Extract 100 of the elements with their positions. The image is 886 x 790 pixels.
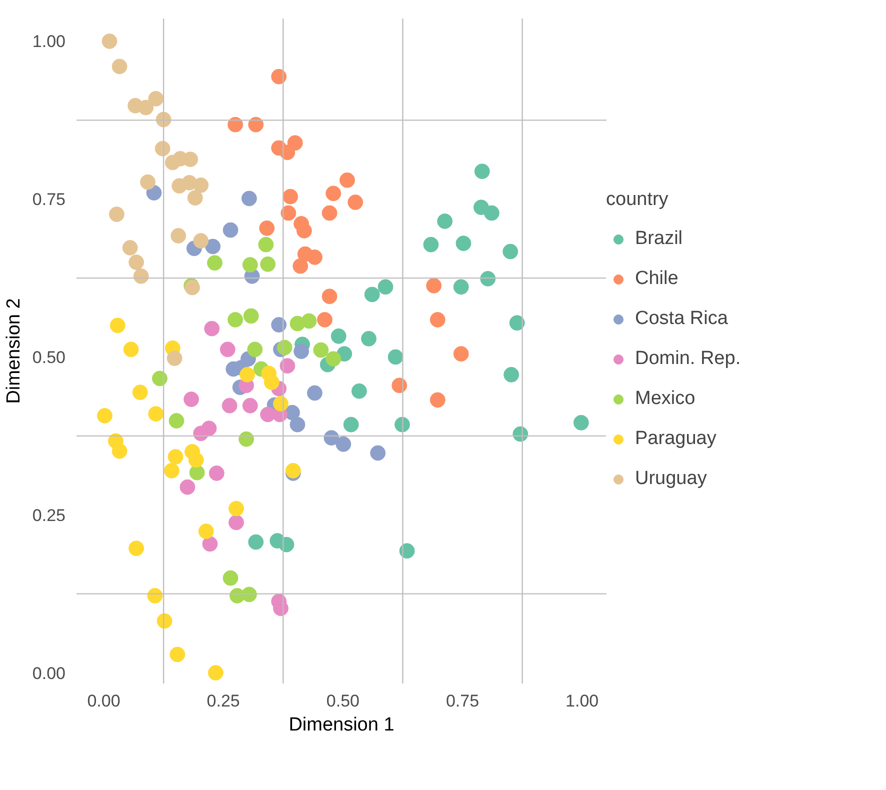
point (392, 378, 408, 394)
point (278, 536, 294, 552)
point (271, 68, 287, 84)
point (453, 279, 469, 295)
y-axis-title: Dimension 2 (3, 298, 24, 404)
point (292, 258, 308, 274)
point (241, 190, 257, 206)
point (242, 398, 258, 414)
point (138, 100, 154, 116)
point (193, 233, 209, 249)
point (208, 665, 224, 680)
point (242, 257, 258, 273)
point (202, 536, 218, 552)
point (248, 534, 264, 550)
point (198, 524, 214, 540)
y-tick-label: 0.00 (32, 664, 66, 683)
point (188, 452, 204, 468)
point (189, 464, 205, 480)
point (326, 351, 342, 367)
point (243, 308, 259, 324)
point (140, 174, 156, 190)
point (306, 385, 322, 401)
point (426, 278, 442, 294)
point (166, 350, 182, 366)
point (102, 34, 118, 49)
point (370, 445, 386, 461)
point (348, 194, 364, 210)
x-tick-label: 0.75 (446, 692, 480, 710)
point (222, 398, 238, 414)
point (394, 416, 410, 432)
point (222, 222, 238, 238)
x-tick-label: 0.00 (87, 692, 120, 710)
point (184, 392, 200, 408)
point (228, 116, 244, 132)
point (453, 346, 469, 362)
point (388, 349, 404, 365)
point (271, 317, 287, 333)
point (326, 186, 342, 202)
point (133, 268, 149, 284)
point (280, 358, 296, 374)
point (502, 244, 518, 260)
legend-label: Domin. Rep. (635, 347, 741, 371)
point (351, 383, 367, 399)
point (301, 313, 317, 329)
legend-title: country (606, 189, 670, 211)
y-tick-label: 0.75 (32, 190, 66, 210)
point (258, 236, 274, 252)
y-tick-label: 0.25 (32, 506, 66, 525)
point (339, 172, 355, 188)
point (241, 586, 257, 602)
point (247, 342, 263, 358)
point (228, 312, 244, 328)
point (228, 514, 244, 530)
point (128, 540, 144, 556)
point (259, 220, 275, 236)
point (240, 366, 256, 382)
point (423, 236, 439, 252)
point (148, 90, 164, 106)
point (154, 140, 170, 156)
point (480, 270, 496, 286)
point (164, 462, 180, 478)
point (152, 370, 168, 386)
point (193, 177, 209, 193)
point (168, 413, 184, 429)
point (313, 342, 329, 358)
point (573, 414, 589, 430)
point (280, 144, 296, 160)
point (282, 188, 298, 204)
point (228, 500, 244, 516)
point (437, 213, 453, 229)
point (156, 613, 172, 629)
point (317, 312, 333, 328)
point (148, 406, 164, 422)
point (132, 384, 148, 400)
x-tick-label: 0.50 (326, 692, 360, 710)
point (220, 342, 236, 358)
point (170, 228, 186, 244)
point (336, 436, 352, 452)
legend-label: Brazil (635, 227, 683, 251)
y-tick-label: 1.00 (32, 32, 66, 52)
legend-label: Mexico (635, 387, 696, 411)
point (306, 249, 322, 265)
point (456, 236, 472, 252)
point (108, 206, 124, 222)
point (187, 190, 203, 206)
point (222, 570, 238, 586)
point (264, 374, 280, 390)
point (290, 416, 306, 432)
legend-label: Chile (635, 267, 678, 291)
point (147, 588, 163, 604)
point (110, 318, 126, 334)
point (201, 420, 217, 436)
point (170, 646, 186, 662)
point (112, 443, 128, 459)
point (146, 185, 162, 201)
x-tick-label: 1.00 (566, 692, 599, 710)
point (294, 344, 310, 360)
point (296, 222, 312, 238)
point (364, 286, 380, 302)
legend-label: Paraguay (635, 427, 716, 451)
